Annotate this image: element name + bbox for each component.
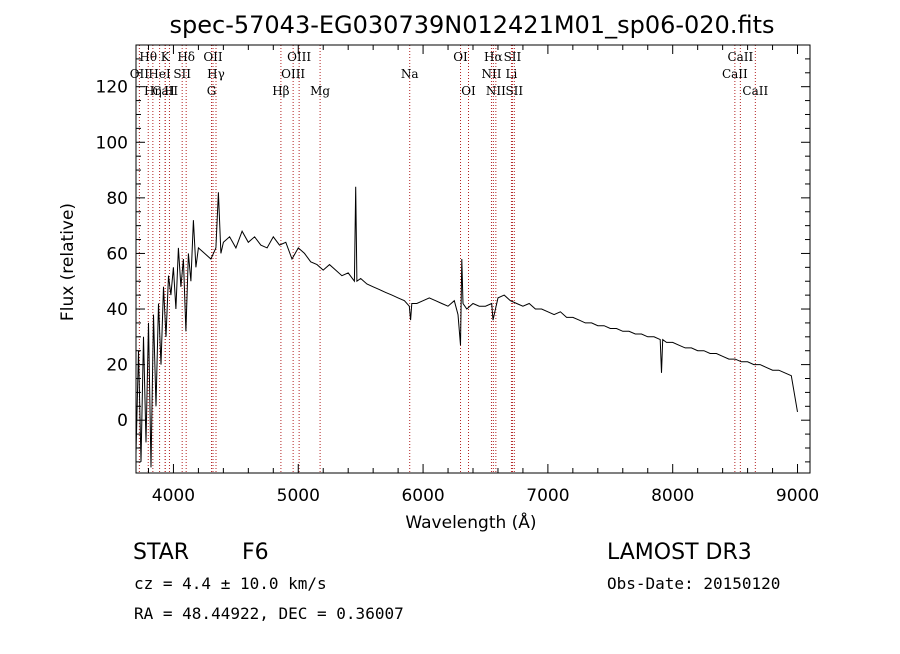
y-tick-label: 20 xyxy=(106,356,128,376)
x-tick-label: 9000 xyxy=(776,486,819,506)
line-marker-label-17: OI xyxy=(453,50,468,64)
object-subclass: F6 xyxy=(242,540,269,565)
line-marker-label-25: CaII xyxy=(727,50,753,64)
line-marker-label-9: OII xyxy=(203,50,223,64)
x-axis-label: Wavelength (Å) xyxy=(405,511,536,533)
spectrum-series-line xyxy=(135,186,798,468)
y-tick-label: 100 xyxy=(96,133,128,153)
y-tick-label: 60 xyxy=(106,244,128,264)
line-marker-label-21: NII xyxy=(481,67,501,81)
line-marker-label-4: Hη xyxy=(144,84,162,98)
y-tick-label: 0 xyxy=(117,411,128,431)
line-marker-label-23: NII xyxy=(486,84,506,98)
x-tick-label: 4000 xyxy=(152,486,195,506)
line-marker-label-20: SII xyxy=(504,50,522,64)
line-marker-label-0: Hθ xyxy=(139,50,157,64)
line-marker-label-3: K xyxy=(161,50,171,64)
y-axis-ticks: 0 20 40 60 80 100 120 xyxy=(96,44,810,463)
y-tick-label: 80 xyxy=(106,189,128,209)
line-marker-label-24: SII xyxy=(505,84,523,98)
line-marker-label-22: Li xyxy=(506,67,518,81)
x-tick-label: 7000 xyxy=(526,486,569,506)
line-marker-label-8: Hδ xyxy=(177,50,195,64)
line-marker-label-27: CaII xyxy=(742,84,768,98)
line-markers xyxy=(138,45,756,473)
x-tick-label: 6000 xyxy=(401,486,444,506)
line-marker-label-11: G xyxy=(207,84,217,98)
y-tick-label: 40 xyxy=(106,300,128,320)
line-marker-label-18: OI xyxy=(461,84,476,98)
chart-title: spec-57043-EG030739N012421M01_sp06-020.f… xyxy=(170,11,775,39)
x-tick-label: 8000 xyxy=(651,486,694,506)
line-marker-label-6: H xyxy=(164,84,174,98)
survey-name: LAMOST DR3 xyxy=(607,540,752,565)
redshift-info: cz = 4.4 ± 10.0 km/s xyxy=(134,574,327,593)
line-marker-label-19: Hα xyxy=(484,50,503,64)
y-axis-label: Flux (relative) xyxy=(58,203,78,321)
object-class: STAR xyxy=(133,540,189,565)
x-axis-ticks: 4000 5000 6000 7000 8000 9000 xyxy=(147,45,819,506)
line-marker-label-5: HeI xyxy=(148,67,171,81)
line-marker-label-14: OIII xyxy=(281,67,305,81)
line-marker-label-1: OII xyxy=(130,67,150,81)
line-marker-label-7: SII xyxy=(173,67,191,81)
obs-date: Obs-Date: 20150120 xyxy=(607,574,780,593)
coordinates: RA = 48.44922, DEC = 0.36007 xyxy=(134,604,404,623)
plot-frame xyxy=(135,44,811,474)
line-marker-label-26: CaII xyxy=(722,67,748,81)
line-marker-label-15: Mg xyxy=(310,84,330,98)
y-tick-label: 120 xyxy=(96,78,128,98)
line-marker-label-10: Hγ xyxy=(207,67,225,81)
line-marker-label-12: Hβ xyxy=(272,84,289,98)
line-marker-label-16: Na xyxy=(401,67,419,81)
line-marker-label-2: CaII xyxy=(152,84,178,98)
x-tick-label: 5000 xyxy=(277,486,320,506)
line-marker-label-13: OIII xyxy=(287,50,311,64)
